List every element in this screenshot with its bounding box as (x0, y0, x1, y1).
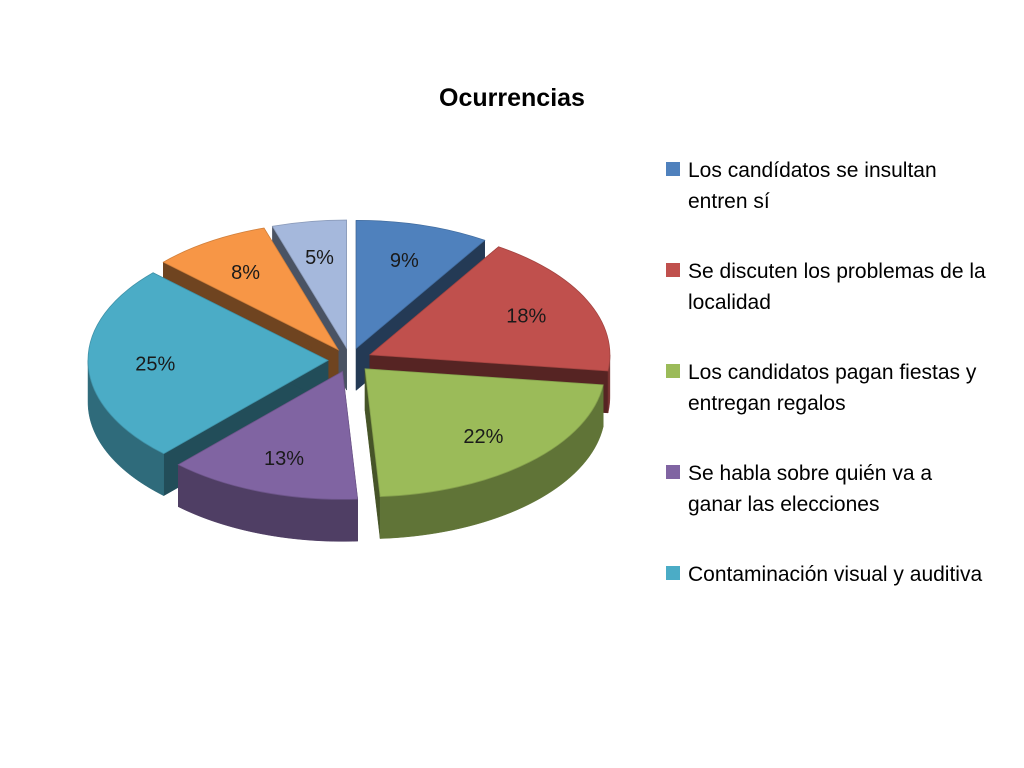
pie-slice (177, 370, 359, 542)
data-label: 5% (305, 247, 334, 269)
pie-slice (364, 368, 604, 539)
legend-swatch (666, 566, 680, 580)
legend-item: Los candídatos se insultan entren sí (666, 155, 986, 217)
pie-slice-top (355, 219, 486, 350)
legend-item: Los candidatos pagan fiestas y entregan … (666, 357, 986, 419)
data-label: 9% (390, 250, 419, 272)
legend-label: Los candídatos se insultan entren sí (688, 159, 937, 213)
legend: Los candídatos se insultan entren sí Se d… (666, 155, 986, 629)
pie-slice-top (271, 219, 347, 350)
legend-label: Los candidatos pagan fiestas y entregan … (688, 361, 977, 415)
legend-label: Se discuten los problemas de la localida… (688, 260, 986, 314)
data-label: 8% (231, 262, 260, 284)
pie-slice-top (87, 272, 329, 455)
data-label: 18% (506, 306, 546, 328)
legend-item: Se discuten los problemas de la localida… (666, 256, 986, 318)
legend-item: Se habla sobre quién va a ganar las elec… (666, 458, 986, 520)
legend-label: Se habla sobre quién va a ganar las elec… (688, 462, 933, 516)
data-label: 13% (264, 448, 304, 470)
legend-swatch (666, 465, 680, 479)
legend-swatch (666, 364, 680, 378)
pie-slice-top (177, 370, 359, 500)
legend-item: Contaminación visual y auditiva (666, 559, 986, 590)
legend-swatch (666, 162, 680, 176)
data-label: 25% (135, 353, 175, 375)
pie-slice-top (368, 246, 611, 372)
legend-swatch (666, 263, 680, 277)
pie-slice-top (162, 227, 340, 351)
legend-label: Contaminación visual y auditiva (688, 563, 983, 586)
data-label: 22% (463, 426, 503, 448)
pie-slice-top (364, 368, 604, 497)
chart-title: Ocurrencias (439, 84, 585, 112)
